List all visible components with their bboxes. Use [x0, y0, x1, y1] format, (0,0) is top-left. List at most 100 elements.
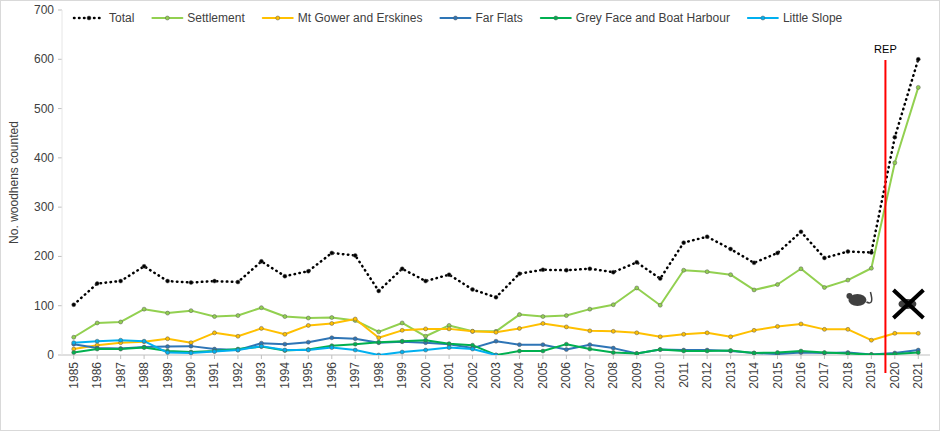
series-marker: [95, 346, 99, 350]
series-marker: [658, 277, 662, 281]
x-tick: [800, 355, 801, 359]
series-marker: [377, 289, 381, 293]
x-tick-label: 2021: [911, 362, 925, 389]
x-tick-label: 2017: [817, 362, 831, 389]
legend-marker: [276, 16, 280, 20]
series-marker: [893, 135, 897, 139]
series-marker: [259, 344, 263, 348]
x-tick-label: 2018: [841, 362, 855, 389]
x-tick: [120, 355, 121, 359]
series-marker: [306, 348, 310, 352]
x-tick-label: 2011: [677, 362, 691, 388]
y-tick-label: 500: [34, 102, 54, 116]
series-marker: [330, 346, 334, 350]
y-tick: [58, 256, 62, 257]
x-tick-label: 1987: [114, 362, 128, 389]
legend-swatch: [541, 17, 571, 19]
y-tick: [58, 305, 62, 306]
y-tick: [58, 108, 62, 109]
series-marker: [611, 346, 615, 350]
series-marker: [471, 287, 475, 291]
x-tick-label: 1985: [67, 362, 81, 389]
x-tick-label: 2005: [536, 362, 550, 389]
series-marker: [212, 315, 216, 319]
series-marker: [846, 250, 850, 254]
series-marker: [72, 351, 76, 355]
series-marker: [447, 273, 451, 277]
series-marker: [142, 340, 146, 344]
series-marker: [517, 326, 521, 330]
series-marker: [306, 348, 310, 352]
series-marker: [189, 351, 193, 355]
series-line: [74, 319, 919, 349]
legend-swatch: [74, 17, 104, 20]
y-tick: [58, 157, 62, 158]
series-marker: [729, 335, 733, 339]
series-marker: [611, 270, 615, 274]
x-tick-label: 2020: [888, 362, 902, 389]
plot-area: [72, 57, 921, 355]
series-marker: [776, 351, 780, 355]
series-marker: [705, 348, 709, 352]
x-tick: [613, 355, 614, 359]
series-marker: [166, 311, 170, 315]
legend-marker: [87, 16, 91, 20]
series-marker: [471, 329, 475, 333]
x-tick: [378, 355, 379, 359]
x-tick: [308, 355, 309, 359]
x-tick-label: 1986: [90, 362, 104, 389]
series-marker: [353, 253, 357, 257]
series-marker: [893, 351, 897, 355]
series-marker: [283, 315, 287, 319]
legend-label: Far Flats: [475, 11, 522, 25]
series-marker: [119, 279, 123, 283]
series-marker: [846, 327, 850, 331]
series-line: [74, 340, 496, 355]
series-marker: [259, 306, 263, 310]
y-tick: [58, 10, 62, 11]
series-marker: [353, 342, 357, 346]
series-marker: [424, 338, 428, 342]
series-marker: [447, 342, 451, 346]
legend-marker: [165, 16, 169, 20]
series-marker: [588, 329, 592, 333]
x-tick: [636, 355, 637, 359]
series-marker: [916, 85, 920, 89]
series-marker: [236, 280, 240, 284]
x-tick-label: 1997: [348, 362, 362, 389]
series-marker: [682, 332, 686, 336]
x-tick: [73, 355, 74, 359]
rat-icon-head: [846, 293, 852, 299]
series-marker: [189, 309, 193, 313]
series-marker: [400, 267, 404, 271]
x-tick: [449, 355, 450, 359]
series-marker: [916, 57, 920, 61]
x-tick: [589, 355, 590, 359]
series-marker: [424, 279, 428, 283]
series-marker: [729, 349, 733, 353]
series-marker: [494, 353, 498, 355]
x-tick-label: 2001: [442, 362, 456, 389]
x-tick-label: 2006: [559, 362, 573, 389]
series-marker: [353, 317, 357, 321]
series-marker: [564, 268, 568, 272]
series-marker: [611, 303, 615, 307]
x-tick: [496, 355, 497, 359]
series-marker: [869, 353, 873, 355]
y-tick-label: 200: [34, 249, 54, 263]
series-marker: [799, 322, 803, 326]
series-marker: [259, 259, 263, 263]
series-marker: [846, 278, 850, 282]
series-marker: [189, 344, 193, 348]
series-marker: [330, 321, 334, 325]
x-tick-label: 1988: [137, 362, 151, 389]
x-tick-label: 2009: [630, 362, 644, 389]
x-tick: [214, 355, 215, 359]
series-marker: [869, 250, 873, 254]
y-tick-label: 700: [34, 3, 54, 17]
x-tick: [894, 355, 895, 359]
series-marker: [611, 329, 615, 333]
legend-label: Settlement: [187, 11, 245, 25]
x-tick-label: 1994: [278, 362, 292, 389]
series-marker: [330, 336, 334, 340]
